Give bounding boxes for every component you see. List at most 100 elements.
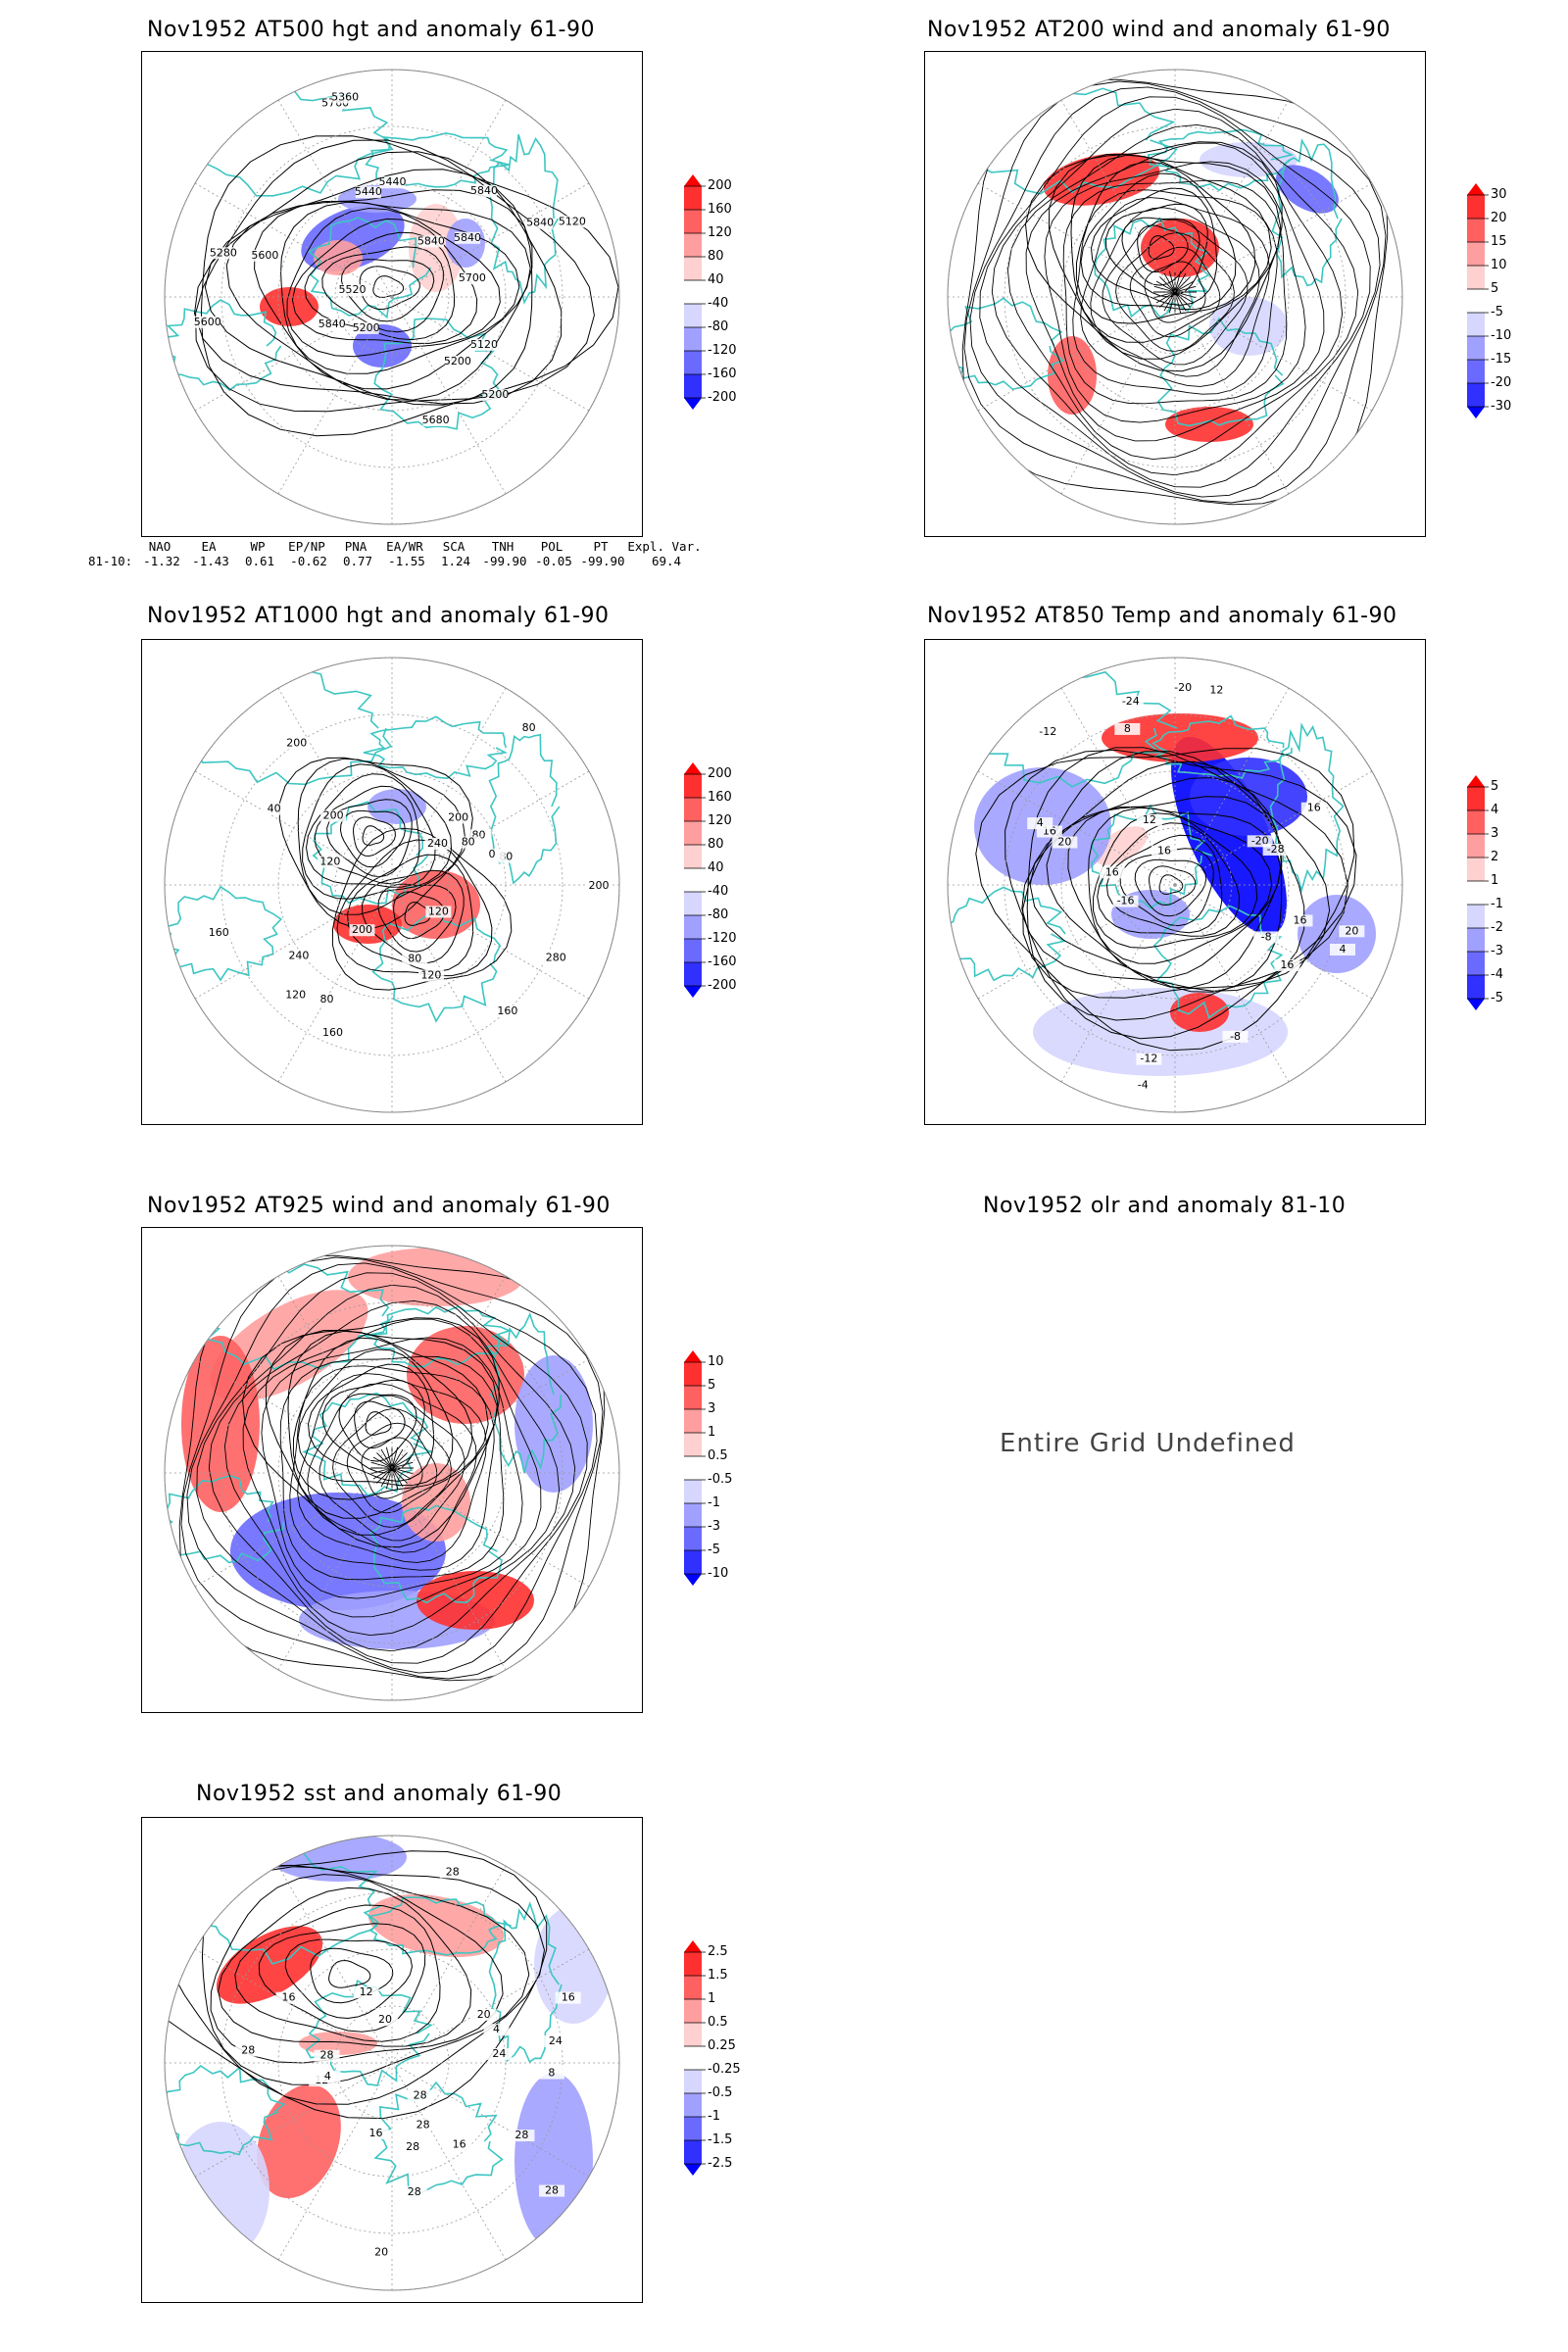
map-boundary-circle [947, 69, 1403, 525]
tele-header-cell: PT [593, 539, 609, 554]
colorbar-label: -40 [708, 296, 729, 311]
map-boundary-circle [164, 1835, 620, 2291]
colorbar-graphic [684, 762, 706, 998]
map-1000hgt-layers: 80 120 160 200 160 200 240 240 280 200 160 120 80 80 1… [164, 657, 620, 1113]
contour-label-group: 2828242420201616128428282828282820161241… [235, 1865, 581, 2259]
colorbar-label: -160 [708, 955, 737, 969]
colorbar-500hgt: 200 160 120 80 40 -40 -80 -120 -160 -200 [684, 174, 802, 439]
contour-label: 12 [1209, 683, 1223, 696]
contour-label: -16 [1117, 895, 1135, 907]
contour-label: 4 [1339, 943, 1346, 956]
negative-anomaly-region [534, 1906, 612, 2024]
panel-title-sst: Nov1952 sst and anomaly 61-90 [196, 1782, 563, 1806]
map-boundary-circle [164, 69, 620, 525]
contour-lines [278, 757, 513, 991]
graticule [947, 69, 1403, 525]
colorbar-label: 5 [1491, 281, 1499, 296]
colorbar-label: 80 [708, 249, 724, 264]
contour-label-group: 161284201616-8-12-16-20-24-281616122016-… [1027, 681, 1365, 1092]
positive-anomaly-region [402, 1463, 470, 1542]
colorbar-label: -120 [708, 343, 737, 358]
colorbar-label: -1 [708, 1495, 720, 1510]
contour-label: 24 [549, 2034, 563, 2047]
colorbar-label: 30 [1491, 187, 1507, 202]
colorbar-label: 40 [708, 860, 724, 875]
colorbar-label: 0.25 [708, 2038, 736, 2053]
colorbar-label: 3 [1491, 826, 1499, 841]
colorbar-label: -1 [708, 2109, 720, 2124]
contour-label: 200 [286, 737, 307, 750]
contour-label: 28 [241, 2044, 255, 2057]
contour-label: 120 [428, 905, 449, 917]
panel-title-500hgt: Nov1952 AT500 hgt and anomaly 61-90 [147, 18, 595, 42]
contour-label: 80 [320, 993, 334, 1005]
positive-anomaly-region [1141, 219, 1219, 277]
colorbar-label: 10 [708, 1354, 724, 1369]
tele-value-cell: -1.55 [388, 554, 425, 568]
contour-label: 160 [497, 1004, 517, 1017]
negative-anomaly-region [1298, 895, 1376, 973]
colorbar-850temp: 5 4 3 2 1 -1 -2 -3 -4 -5 [1467, 775, 1568, 1040]
coastlines [948, 83, 1343, 427]
colorbar-graphic [1467, 775, 1489, 1010]
colorbar-label: -0.5 [708, 1472, 733, 1487]
contour-label: -28 [1267, 843, 1285, 856]
coastlines [165, 669, 561, 1023]
colorbar-label: 160 [708, 790, 732, 805]
streamlines [961, 78, 1389, 506]
tele-value-cell: -99.90 [482, 554, 527, 568]
contour-label: 16 [562, 1991, 575, 2004]
coastlines [165, 1258, 562, 1604]
contour-label: -24 [1122, 695, 1140, 708]
contour-label: 200 [448, 810, 468, 823]
contour-label: 4 [324, 2070, 331, 2082]
positive-anomaly-region [1170, 993, 1229, 1032]
contour-label: -8 [1261, 930, 1272, 943]
contour-label: 160 [322, 1026, 343, 1039]
map-boundary-circle [164, 657, 620, 1113]
colorbar-label: -1 [1491, 897, 1503, 911]
map-500hgt: 5840584058405840584057605700568056005600… [141, 51, 643, 537]
tele-header-cell: EP/NP [288, 539, 325, 554]
map-500hgt-layers: 5840584058405840584057605700568056005600… [164, 69, 620, 525]
colorbar-label: -200 [708, 978, 737, 993]
map-200wind [924, 51, 1426, 537]
contour-label: 80 [522, 721, 536, 734]
colorbar-label: -200 [708, 390, 737, 405]
panel-title-850temp: Nov1952 AT850 Temp and anomaly 61-90 [927, 604, 1397, 628]
contour-label: 200 [323, 809, 344, 822]
contour-label: 5840 [526, 217, 554, 229]
negative-anomaly-region [1276, 165, 1339, 214]
colorbar-label: -1.5 [708, 2132, 733, 2147]
map-925wind [141, 1227, 643, 1713]
colorbar-1000hgt: 200 160 120 80 40 -40 -80 -120 -160 -200 [684, 762, 802, 1027]
contour-label: 16 [1280, 958, 1294, 971]
contour-label: 16 [282, 1991, 296, 2004]
contour-label: 5360 [331, 90, 359, 103]
tele-header-cell: PNA [344, 539, 368, 554]
colorbar-label: -120 [708, 931, 737, 946]
map-sst-layers: 2828242420201616128428282828282820161241… [164, 1835, 620, 2291]
contour-label: 5120 [559, 215, 586, 227]
colorbar-label: -5 [1491, 305, 1503, 319]
colorbar-label: 20 [1491, 211, 1507, 225]
colorbar-label: -30 [1491, 399, 1512, 414]
colorbar-200wind: 30 20 15 10 5 -5 -10 -15 -20 -30 [1467, 183, 1568, 448]
contour-label: 5200 [353, 321, 380, 334]
colorbar-graphic [1467, 183, 1489, 418]
undefined-grid-message: Entire Grid Undefined [1000, 1429, 1296, 1458]
graticule [164, 657, 620, 1113]
panel-title-olr: Nov1952 olr and anomaly 81-10 [983, 1194, 1347, 1218]
colorbar-label: -40 [708, 884, 729, 899]
negative-anomaly-region [270, 1836, 407, 1882]
contour-label: 20 [1057, 836, 1071, 849]
colorbar-graphic [684, 174, 706, 410]
tele-value-cell: -99.90 [580, 554, 625, 568]
contour-label: 120 [420, 969, 441, 982]
colorbar-label: -160 [708, 367, 737, 381]
contour-label: -12 [1140, 1053, 1157, 1065]
positive-anomaly-region [368, 1894, 505, 1957]
contour-label: 280 [546, 951, 566, 963]
tele-header-cell: TNH [491, 539, 514, 554]
contour-label: 4 [1037, 816, 1044, 829]
